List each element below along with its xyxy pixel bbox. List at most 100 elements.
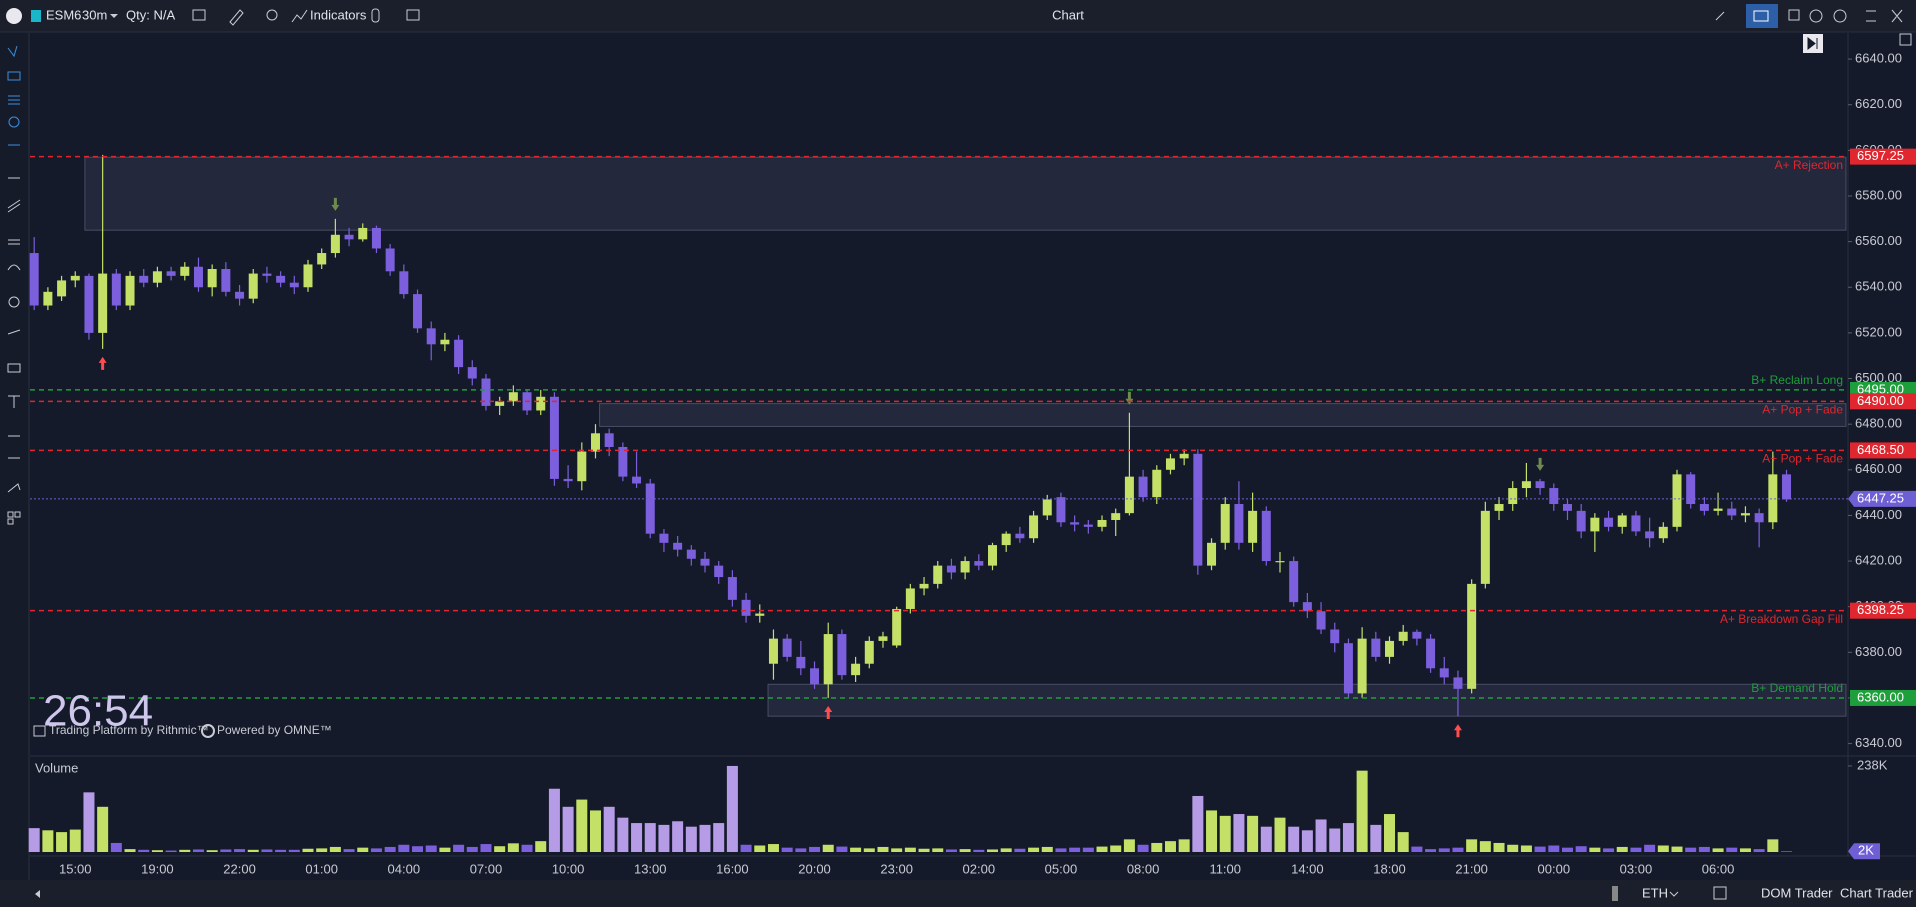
candle-body: [1165, 458, 1175, 470]
candle-body: [207, 269, 217, 288]
volume-bar: [357, 847, 369, 852]
volume-bar: [384, 846, 396, 852]
volume-bar: [1781, 851, 1793, 852]
camera-icon: [1753, 10, 1769, 22]
symbol[interactable]: ESM6: [46, 7, 81, 22]
candle-body: [248, 273, 258, 299]
session[interactable]: ETH: [1642, 885, 1668, 900]
bottom-bar: [0, 880, 1916, 907]
layout-icon[interactable]: [406, 9, 420, 21]
volume-bar: [1411, 846, 1423, 852]
qty[interactable]: Qty: N/A: [126, 7, 175, 22]
candle-body: [193, 266, 203, 288]
candle-body: [1124, 476, 1134, 514]
candle-body: [892, 608, 902, 646]
session-caret[interactable]: [1669, 891, 1679, 897]
x-tick-label: 23:00: [880, 861, 913, 876]
volume-bar: [1534, 846, 1546, 852]
volume-title: Volume: [35, 760, 78, 775]
level-price: 6597.25: [1857, 148, 1904, 163]
volume-bar: [234, 849, 246, 852]
x-tick-label: 11:00: [1209, 861, 1241, 876]
dom-trader[interactable]: DOM Trader: [1761, 885, 1833, 900]
indicators[interactable]: Indicators: [310, 7, 367, 22]
volume-bar: [247, 849, 259, 852]
x-tick-label: 18:00: [1373, 861, 1406, 876]
volume-bar: [97, 806, 109, 852]
volume-bar: [1753, 849, 1765, 852]
y-tick-label: 6520.00: [1855, 324, 1902, 339]
candle-body: [1549, 488, 1559, 505]
candle-body: [1590, 517, 1600, 532]
volume-bar: [1069, 847, 1081, 852]
x-tick-label: 21:00: [1455, 861, 1488, 876]
window-icons[interactable]: [1715, 9, 1903, 23]
volume-bar: [1288, 826, 1300, 852]
level-price: 6360.00: [1857, 689, 1904, 704]
candle-body: [536, 396, 546, 411]
volume-bar: [535, 841, 547, 852]
volume-bar: [1178, 839, 1190, 852]
volume-bar: [192, 849, 204, 852]
volume-bar: [809, 846, 821, 852]
draw-icon[interactable]: [229, 9, 244, 26]
candle-body: [1658, 526, 1668, 539]
candle-body: [1467, 583, 1477, 689]
snapshot-button[interactable]: [1746, 4, 1778, 28]
candle-body: [549, 396, 559, 479]
y-tick-label: 6640.00: [1855, 51, 1902, 66]
level-name: A+ Pop + Fade: [1762, 452, 1843, 466]
candle-body: [111, 273, 121, 306]
candle-body: [1261, 510, 1271, 562]
interval-caret[interactable]: [110, 14, 118, 18]
level-tag: [1850, 689, 1916, 706]
volume-bar: [370, 848, 382, 852]
indicators-icon[interactable]: [291, 9, 308, 23]
candle-body: [1220, 504, 1230, 543]
candle-body: [371, 227, 381, 249]
interval[interactable]: 30m: [82, 7, 107, 22]
candle-body: [1385, 640, 1395, 657]
volume-bar: [713, 823, 725, 852]
scroll-left[interactable]: [35, 890, 40, 898]
scrollbar-thumb[interactable]: [1612, 886, 1618, 901]
volume-bar: [1206, 810, 1218, 852]
candle-body: [1001, 533, 1011, 546]
candle-body: [563, 478, 573, 482]
tool-icons-active[interactable]: [7, 45, 21, 146]
volume-bar: [945, 849, 957, 852]
candle-body: [1426, 638, 1436, 669]
volume-bar: [891, 848, 903, 852]
volume-bar: [589, 810, 601, 852]
volume-bar: [206, 850, 218, 852]
pane-menu[interactable]: [1899, 33, 1912, 46]
x-tick-label: 13:00: [634, 861, 667, 876]
candle-body: [1070, 522, 1080, 525]
last-price-label: 6447.25: [1857, 490, 1904, 505]
level-tag: [1850, 148, 1916, 165]
y-tick-label: 6580.00: [1855, 187, 1902, 202]
volume-bar: [1603, 848, 1615, 852]
candle-body: [659, 533, 669, 543]
zoom-icon[interactable]: [266, 9, 278, 21]
candle-body: [276, 275, 286, 283]
chart-type-icon[interactable]: [192, 9, 206, 21]
volume-bar: [1274, 817, 1286, 852]
x-tick-label: 04:00: [388, 861, 421, 876]
logo[interactable]: [6, 8, 22, 24]
candle-body: [864, 640, 874, 664]
volume-bar: [42, 830, 54, 852]
volume-bar: [836, 846, 848, 852]
volume-bar: [1561, 847, 1573, 852]
volume-bar: [1384, 814, 1396, 852]
candle-body: [1398, 631, 1408, 641]
template-icon[interactable]: [371, 8, 380, 23]
calendar-icon[interactable]: [1713, 886, 1727, 900]
candle-body: [1768, 474, 1778, 523]
tool-icons[interactable]: [7, 177, 21, 525]
volume-bar: [1342, 823, 1354, 852]
volume-bar: [1219, 815, 1231, 852]
chart-trader[interactable]: Chart Trader: [1840, 885, 1914, 900]
x-tick-label: 16:00: [716, 861, 749, 876]
